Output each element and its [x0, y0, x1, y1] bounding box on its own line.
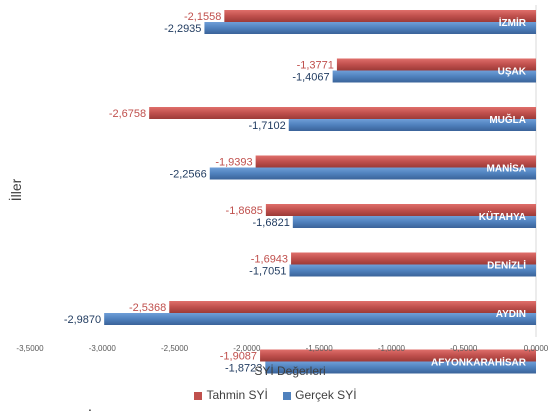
- bar-gercek-2: [288, 119, 536, 131]
- data-label-gercek-7: -1,8723: [225, 363, 262, 375]
- x-axis-title: SYİ Değerleri: [254, 364, 326, 378]
- data-label-tahmin-7: -1,9087: [220, 351, 257, 363]
- x-tick-label-0: -3,5000: [16, 344, 44, 353]
- x-tick-label-3: -2,0000: [233, 344, 261, 353]
- x-tick-label-7: 0,0000: [524, 344, 549, 353]
- legend: Tahmin SYİ Gerçek SYİ: [0, 388, 551, 402]
- x-tick-label-1: -3,0000: [89, 344, 117, 353]
- bar-gercek-3: [209, 167, 536, 180]
- bar-gercek-1: [332, 70, 536, 83]
- x-axis: -3,5000 -3,0000 -2,5000 -2,0000 -1,5000 -1,00…: [16, 344, 548, 353]
- category-label-3: MANİSA: [487, 162, 526, 175]
- footnote-dot: .: [88, 398, 92, 414]
- data-label-gercek-6: -2,9870: [64, 314, 101, 326]
- data-label-gercek-0: -2,2935: [164, 23, 201, 35]
- category-label-6: AYDIN: [496, 309, 526, 320]
- legend-item-tahmin: Tahmin SYİ: [194, 388, 268, 402]
- x-tick-label-4: -1,5000: [306, 344, 334, 353]
- bar-tahmin-6: [169, 301, 536, 313]
- legend-swatch-gercek: [283, 391, 292, 400]
- data-label-tahmin-3: -1,9393: [215, 157, 252, 169]
- bar-gercek-7: [265, 361, 536, 374]
- bar-gercek-6: [104, 313, 536, 325]
- category-label-7: AFYONKARAHİSAR: [431, 356, 527, 369]
- data-label-tahmin-5: -1,6943: [251, 254, 288, 266]
- data-label-gercek-5: -1,7051: [249, 266, 286, 278]
- bar-gercek-4: [292, 216, 536, 228]
- legend-label-gercek: Gerçek SYİ: [295, 388, 357, 402]
- bar-tahmin-3: [255, 155, 536, 168]
- bar-tahmin-2: [149, 107, 537, 119]
- x-tick-label-6: -0,5000: [450, 344, 478, 353]
- category-label-5: DENİZLİ: [487, 259, 526, 272]
- data-label-tahmin-0: -2,1558: [184, 11, 221, 23]
- bar-gercek-0: [204, 22, 537, 34]
- category-label-0: İZMİR: [499, 16, 527, 29]
- legend-swatch-tahmin: [194, 391, 203, 400]
- x-tick-label-2: -2,5000: [161, 344, 189, 353]
- data-label-gercek-3: -2,2566: [169, 169, 206, 181]
- bars-layer: -2,1558-2,2935 İZMİR -1,3771-1,4067 UŞAK -2,…: [64, 5, 537, 375]
- category-label-4: KÜTAHYA: [479, 210, 526, 223]
- data-label-gercek-4: -1,6821: [253, 217, 290, 229]
- data-label-tahmin-1: -1,3771: [297, 60, 334, 72]
- data-label-tahmin-4: -1,8685: [226, 205, 263, 217]
- category-label-1: UŞAK: [498, 67, 527, 78]
- data-label-gercek-2: -1,7102: [248, 120, 285, 132]
- data-label-tahmin-2: -2,6758: [109, 108, 146, 120]
- x-tick-label-5: -1,0000: [378, 344, 406, 353]
- data-label-tahmin-6: -2,5368: [129, 302, 166, 314]
- bar-tahmin-7: [260, 349, 536, 362]
- bar-tahmin-0: [224, 10, 536, 22]
- legend-label-tahmin: Tahmin SYİ: [206, 388, 268, 402]
- bar-tahmin-1: [336, 58, 536, 71]
- category-label-2: MUĞLA: [489, 113, 526, 126]
- bar-tahmin-4: [265, 204, 536, 216]
- y-axis-title: İller: [8, 178, 24, 202]
- bar-gercek-5: [289, 264, 536, 277]
- data-label-gercek-1: -1,4067: [292, 72, 329, 84]
- legend-item-gercek: Gerçek SYİ: [283, 388, 357, 402]
- bar-tahmin-5: [291, 252, 536, 265]
